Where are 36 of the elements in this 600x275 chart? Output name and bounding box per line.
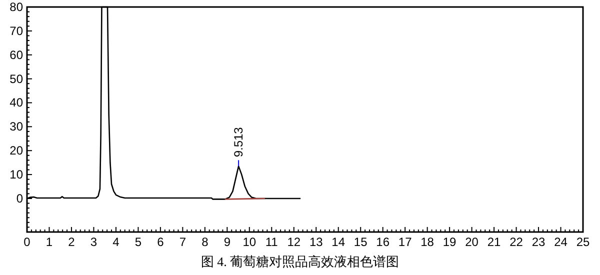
y-tick-label: 50 <box>10 72 24 86</box>
y-tick-label: 10 <box>10 168 24 182</box>
x-tick-label: 17 <box>398 235 412 249</box>
x-tick-label: 1 <box>46 235 53 249</box>
x-tick-label: 18 <box>420 235 434 249</box>
x-tick-label: 19 <box>442 235 457 249</box>
y-tick-label: 30 <box>10 120 24 134</box>
y-tick-label: 70 <box>10 24 24 38</box>
x-tick-label: 22 <box>510 235 524 249</box>
x-tick-label: 16 <box>376 235 390 249</box>
x-tick-label: 8 <box>202 235 209 249</box>
y-tick-label: 80 <box>10 0 24 14</box>
annotation: 9.513 <box>232 126 246 158</box>
x-tick-label: 25 <box>576 235 590 249</box>
x-tick-label: 3 <box>90 235 98 249</box>
y-tick-label: 60 <box>10 48 24 62</box>
x-tick-label: 10 <box>242 235 256 249</box>
x-tick-label: 15 <box>354 235 368 249</box>
caption: 图 4. 葡萄糖对照品高效液相色谱图 <box>200 254 400 269</box>
x-tick-label: 9 <box>224 235 231 249</box>
y-tick-label: 20 <box>10 144 24 158</box>
x-tick-label: 23 <box>532 235 546 249</box>
x-tick-label: 11 <box>265 235 278 249</box>
x-tick-label: 2 <box>68 235 76 249</box>
x-tick-label: 6 <box>157 235 164 249</box>
x-tick-label: 21 <box>487 235 502 249</box>
x-tick-label: 14 <box>332 235 346 249</box>
x-tick-label: 13 <box>309 235 324 249</box>
x-tick-label: 7 <box>179 235 186 249</box>
x-tick-label: 5 <box>134 235 142 249</box>
y-tick-label: 0 <box>16 191 24 206</box>
y-tick-label: 40 <box>10 96 24 110</box>
x-tick-label: 20 <box>465 235 479 249</box>
x-tick-label: 4 <box>112 235 120 249</box>
x-tick-label: 12 <box>287 235 301 249</box>
x-tick-label: 24 <box>554 235 568 249</box>
